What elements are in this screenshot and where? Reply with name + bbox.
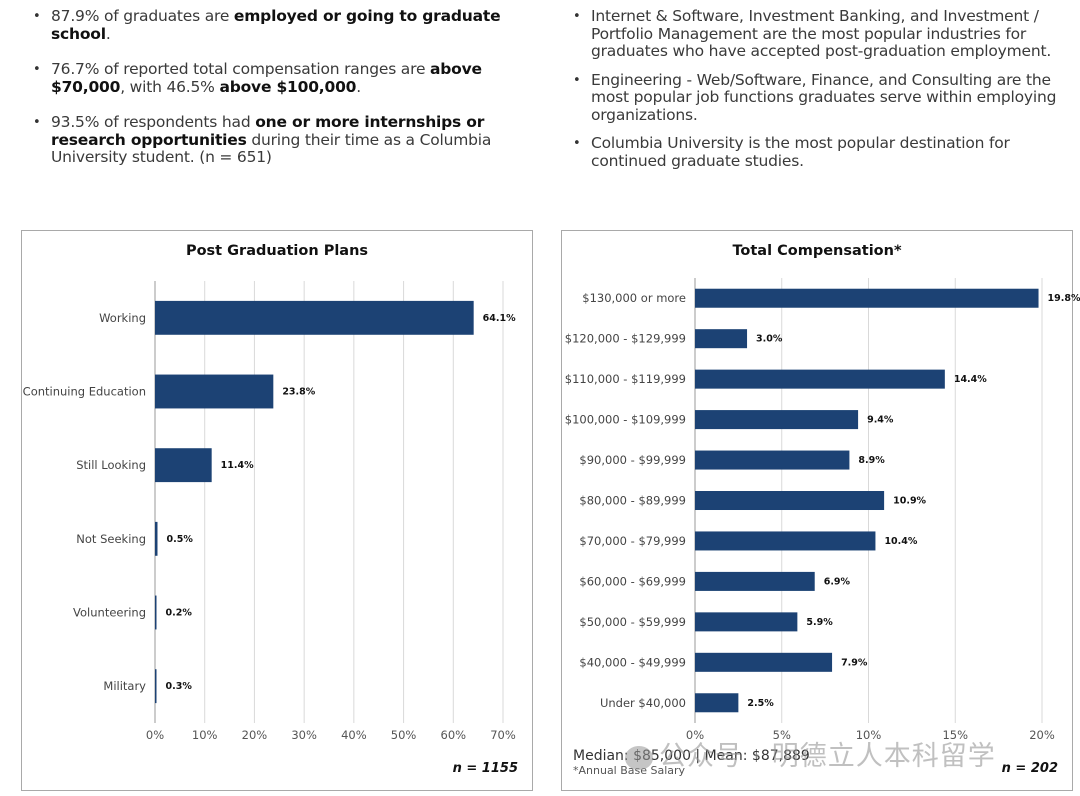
x-tick-label: 0% (146, 728, 164, 742)
post-graduation-plans-panel: Post Graduation Plans 0% 10% 20% 30% 40% 50% 6… (21, 230, 533, 791)
data-label: 0.2% (166, 608, 193, 619)
bullet-item: 87.9% of graduates are employed or going… (33, 7, 533, 43)
chart-title: Total Compensation* (732, 243, 902, 259)
sample-size-label: n = 202 (1001, 761, 1058, 776)
category-label: Volunteering (73, 606, 146, 620)
bullet-text: , with 46.5% (120, 77, 220, 96)
summary-bullets-left: 87.9% of graduates are employed or going… (33, 7, 533, 185)
x-tick-label: 10% (192, 728, 218, 742)
bar (695, 329, 748, 349)
bar (695, 571, 815, 591)
category-label: Still Looking (76, 458, 146, 472)
category-label: Military (103, 679, 146, 693)
bullet-text: 93.5% of respondents had (51, 113, 256, 131)
bullet-text: Internet & Software, Investment Banking,… (591, 7, 1052, 60)
x-tick-label: 10% (856, 728, 882, 742)
data-label: 8.9% (858, 455, 885, 466)
bar (155, 448, 212, 483)
bar (695, 410, 859, 430)
x-tick-label: 15% (942, 728, 968, 742)
bullet-item: Internet & Software, Investment Banking,… (573, 7, 1078, 61)
data-label: 3.0% (756, 334, 783, 345)
data-label: 5.9% (806, 617, 833, 628)
bullet-emphasis: above $70,000 (51, 60, 482, 96)
category-label: $90,000 - $99,999 (579, 453, 686, 467)
bar (695, 612, 798, 632)
bar (695, 531, 876, 551)
total-compensation-panel: Total Compensation* 0% 5% 10% 15% 20% $130,00… (561, 230, 1080, 791)
bullet-emphasis: employed or going to graduate school (51, 7, 501, 43)
total-compensation-chart: 0% 5% 10% 15% 20% $130,000 or more 19.8% $120,0… (565, 278, 1080, 742)
bar (695, 490, 885, 511)
chart-title: Post Graduation Plans (185, 243, 369, 259)
data-label: 10.4% (884, 536, 917, 547)
data-label: 10.9% (893, 496, 926, 507)
bar (155, 300, 474, 335)
bar (155, 669, 157, 704)
bar (695, 693, 739, 713)
category-label: Not Seeking (76, 532, 146, 546)
category-label: $60,000 - $69,999 (579, 574, 686, 588)
data-label: 64.1% (483, 313, 516, 324)
bullet-item: 93.5% of respondents had one or more int… (33, 113, 533, 167)
bullet-item: 76.7% of reported total compensation ran… (33, 60, 533, 96)
median-mean-label: Median: $85,000 | Mean: $87,889 (573, 748, 810, 764)
category-label: $50,000 - $59,999 (579, 615, 686, 629)
data-label: 7.9% (841, 657, 868, 668)
category-label: Continuing Education (23, 385, 146, 399)
category-label: Working (99, 311, 146, 325)
data-label: 9.4% (867, 415, 894, 426)
x-tick-label: 50% (391, 728, 417, 742)
category-label: $130,000 or more (582, 291, 686, 305)
bullet-item: Engineering - Web/Software, Finance, and… (573, 70, 1078, 125)
data-label: 11.4% (221, 460, 254, 471)
data-label: 6.9% (824, 576, 851, 587)
data-label: 14.4% (954, 374, 987, 385)
bullet-item: Columbia University is the most popular … (573, 134, 1078, 170)
category-label: $110,000 - $119,999 (565, 372, 686, 386)
bar (695, 450, 850, 470)
x-tick-label: 20% (1029, 728, 1055, 742)
bullet-text: . (105, 24, 111, 43)
bullet-text: Columbia University is the most popular … (591, 134, 1010, 170)
category-label: $70,000 - $79,999 (579, 534, 686, 548)
bar (695, 288, 1039, 308)
category-label: $80,000 - $89,999 (579, 494, 686, 508)
bar (155, 521, 158, 556)
category-label: $100,000 - $109,999 (565, 413, 686, 427)
x-tick-label: 20% (242, 728, 268, 742)
bullet-text: . (356, 77, 361, 96)
x-tick-label: 0% (686, 728, 704, 742)
category-label: $120,000 - $129,999 (565, 332, 686, 346)
post-graduation-plans-chart: 0% 10% 20% 30% 40% 50% 60% 70% Working 64.1% Conti… (23, 281, 516, 742)
category-label: Under $40,000 (600, 696, 686, 710)
x-tick-label: 60% (441, 728, 467, 742)
bullet-emphasis: above $100,000 (219, 77, 357, 96)
sample-size-label: n = 1155 (452, 761, 518, 776)
data-label: 0.5% (166, 534, 193, 545)
bar (695, 369, 945, 389)
bar (155, 595, 157, 630)
bullet-text: 87.9% of graduates are (51, 7, 234, 25)
bullet-text: during their time as a Columbia Universi… (51, 130, 492, 166)
footnote: *Annual Base Salary (573, 764, 686, 777)
x-tick-label: 30% (291, 728, 317, 742)
data-label: 0.3% (166, 681, 193, 692)
data-label: 23.8% (282, 387, 315, 398)
bar (695, 652, 833, 672)
data-label: 2.5% (747, 698, 774, 709)
x-tick-label: 5% (773, 728, 791, 742)
x-tick-label: 70% (490, 728, 516, 742)
summary-bullets-right: Internet & Software, Investment Banking,… (573, 7, 1078, 181)
category-label: $40,000 - $49,999 (579, 655, 686, 669)
bullet-emphasis: one or more internships or research oppo… (51, 113, 485, 149)
x-tick-label: 40% (341, 728, 367, 742)
data-label: 19.8% (1048, 293, 1080, 304)
bullet-text: 76.7% of reported total compensation ran… (51, 60, 431, 78)
bullet-text: Engineering - Web/Software, Finance, and… (591, 70, 1057, 124)
bar (155, 374, 274, 409)
